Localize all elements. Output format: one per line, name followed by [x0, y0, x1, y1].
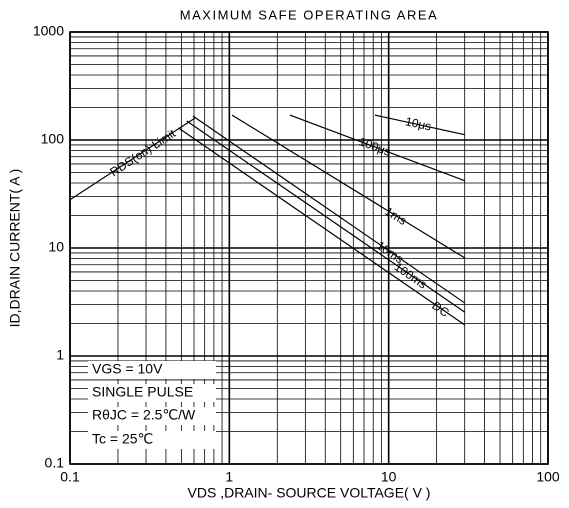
annotation-background — [88, 384, 216, 402]
series-label: 10μs — [404, 114, 433, 133]
series-label: 100μs — [357, 134, 393, 159]
series-line — [178, 127, 466, 326]
annotation: RθJC = 2.5℃/W — [92, 407, 196, 423]
y-tick-label: 10 — [48, 239, 64, 255]
chart-title: MAXIMUM SAFE OPERATING AREA — [180, 7, 438, 22]
annotation-background — [88, 431, 216, 449]
series-line — [192, 115, 466, 304]
y-tick-label: 100 — [41, 131, 65, 147]
annotation: VGS = 10V — [92, 361, 163, 377]
y-tick-label: 0.1 — [45, 455, 65, 471]
annotation-background — [88, 407, 216, 425]
plot-frame — [69, 31, 549, 465]
series-line — [186, 120, 466, 313]
series-line — [289, 114, 465, 182]
y-tick-label: 1 — [56, 347, 64, 363]
annotation: Tc = 25℃ — [92, 431, 153, 447]
x-tick-label: 1 — [225, 469, 233, 485]
annotation-background — [88, 361, 216, 379]
x-axis-label: VDS ,DRAIN- SOURCE VOLTAGE( V ) — [188, 485, 431, 501]
annotation: SINGLE PULSE — [92, 384, 193, 400]
y-axis-label: ID,DRAIN CURRENT( A ) — [7, 169, 23, 328]
x-tick-label: 0.1 — [60, 469, 80, 485]
series-line — [231, 114, 466, 259]
series-label: 1ms — [382, 204, 409, 228]
x-tick-label: 10 — [381, 469, 397, 485]
x-tick-label: 100 — [536, 469, 560, 485]
series-line — [69, 117, 196, 201]
series-line — [374, 114, 465, 136]
y-tick-label: 1000 — [33, 23, 64, 39]
